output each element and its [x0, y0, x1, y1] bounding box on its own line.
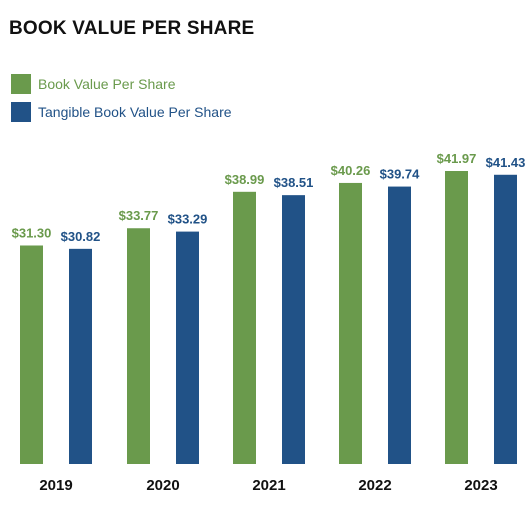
- data-label-tangible-book-value-2021: $38.51: [274, 175, 314, 190]
- data-label-tangible-book-value-2022: $39.74: [380, 167, 421, 182]
- legend: Book Value Per Share Tangible Book Value…: [11, 74, 232, 130]
- x-tick-label-2022: 2022: [358, 477, 391, 494]
- bar-group-2023: $41.97 $41.43: [437, 151, 525, 464]
- data-label-book-value-2020: $33.77: [119, 208, 159, 223]
- bar-book-value-2021: [233, 191, 256, 465]
- bar-tangible-book-value-2021: [282, 195, 305, 464]
- x-tick-label-2019: 2019: [39, 477, 72, 494]
- bar-group-2021: $38.99 $38.51: [225, 172, 314, 465]
- legend-swatch-book-value: [11, 74, 31, 94]
- x-tick-label-2021: 2021: [252, 477, 285, 494]
- data-label-book-value-2022: $40.26: [331, 163, 371, 178]
- bar-tangible-book-value-2023: [494, 174, 517, 464]
- legend-item-tangible-book-value: Tangible Book Value Per Share: [11, 102, 232, 122]
- legend-label-tangible-book-value: Tangible Book Value Per Share: [38, 104, 232, 120]
- bar-book-value-2019: [20, 245, 43, 464]
- bar-tangible-book-value-2020: [176, 231, 199, 464]
- legend-swatch-tangible-book-value: [11, 102, 31, 122]
- legend-label-book-value: Book Value Per Share: [38, 76, 176, 92]
- x-tick-label-2020: 2020: [146, 477, 179, 494]
- data-label-tangible-book-value-2019: $30.82: [61, 229, 101, 244]
- legend-item-book-value: Book Value Per Share: [11, 74, 232, 94]
- data-label-book-value-2019: $31.30: [12, 225, 52, 240]
- bar-book-value-2020: [127, 228, 150, 464]
- bar-tangible-book-value-2019: [69, 248, 92, 464]
- bar-group-2022: $40.26 $39.74: [331, 163, 421, 464]
- data-label-tangible-book-value-2023: $41.43: [486, 155, 525, 170]
- data-label-book-value-2023: $41.97: [437, 151, 477, 166]
- bar-group-2020: $33.77 $33.29: [119, 208, 208, 464]
- bar-book-value-2022: [339, 182, 362, 464]
- x-tick-label-2023: 2023: [464, 477, 497, 494]
- data-label-book-value-2021: $38.99: [225, 172, 265, 187]
- bar-group-2019: $31.30 $30.82: [12, 225, 101, 464]
- bar-tangible-book-value-2022: [388, 186, 411, 464]
- chart-title: BOOK VALUE PER SHARE: [9, 18, 255, 39]
- bar-book-value-2023: [445, 171, 468, 464]
- data-label-tangible-book-value-2020: $33.29: [168, 212, 208, 227]
